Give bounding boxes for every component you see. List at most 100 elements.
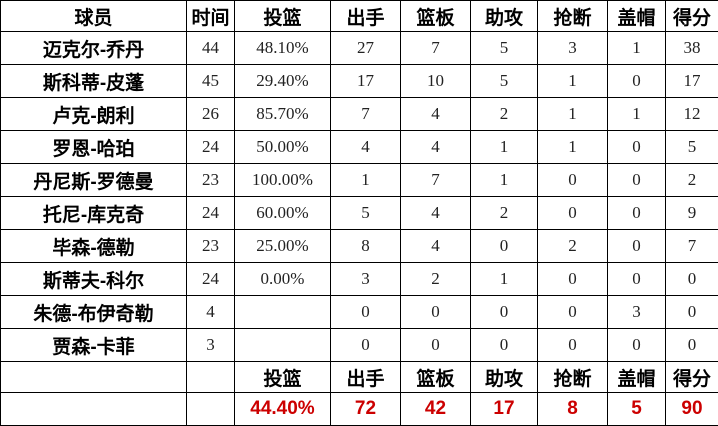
total-fga: 72 <box>331 393 401 426</box>
cell-minutes: 45 <box>187 65 235 98</box>
cell-rebounds: 10 <box>401 65 471 98</box>
cell-fg-pct <box>235 329 331 362</box>
cell-fga: 8 <box>331 230 401 263</box>
cell-rebounds: 4 <box>401 131 471 164</box>
cell-fga: 0 <box>331 296 401 329</box>
cell-fga: 27 <box>331 32 401 65</box>
column-header-minutes: 时间 <box>187 1 235 32</box>
table-footer: 投篮 出手 篮板 助攻 抢断 盖帽 得分 44.40% 72 42 17 8 5… <box>1 362 718 426</box>
cell-points: 0 <box>666 263 718 296</box>
footer-header-row: 投篮 出手 篮板 助攻 抢断 盖帽 得分 <box>1 362 718 393</box>
cell-fg-pct: 25.00% <box>235 230 331 263</box>
cell-player-name: 迈克尔-乔丹 <box>1 32 187 65</box>
cell-points: 17 <box>666 65 718 98</box>
cell-steals: 0 <box>538 329 608 362</box>
cell-player-name: 罗恩-哈珀 <box>1 131 187 164</box>
cell-fg-pct: 50.00% <box>235 131 331 164</box>
cell-player-name: 丹尼斯-罗德曼 <box>1 164 187 197</box>
cell-blocks: 0 <box>608 65 666 98</box>
cell-assists: 1 <box>471 131 538 164</box>
cell-fg-pct <box>235 296 331 329</box>
footer-header-points: 得分 <box>666 362 718 393</box>
footer-header-rebounds: 篮板 <box>401 362 471 393</box>
column-header-blocks: 盖帽 <box>608 1 666 32</box>
footer-header-assists: 助攻 <box>471 362 538 393</box>
cell-minutes: 3 <box>187 329 235 362</box>
footer-header-fga: 出手 <box>331 362 401 393</box>
cell-player-name: 托尼-库克奇 <box>1 197 187 230</box>
column-header-assists: 助攻 <box>471 1 538 32</box>
cell-minutes: 4 <box>187 296 235 329</box>
total-rebounds: 42 <box>401 393 471 426</box>
cell-blocks: 1 <box>608 32 666 65</box>
cell-rebounds: 0 <box>401 329 471 362</box>
cell-rebounds: 0 <box>401 296 471 329</box>
total-points: 90 <box>666 393 718 426</box>
total-blocks: 5 <box>608 393 666 426</box>
column-header-player: 球员 <box>1 1 187 32</box>
cell-assists: 0 <box>471 329 538 362</box>
cell-assists: 2 <box>471 197 538 230</box>
cell-player-name: 斯科蒂-皮蓬 <box>1 65 187 98</box>
cell-rebounds: 2 <box>401 263 471 296</box>
cell-steals: 0 <box>538 296 608 329</box>
cell-points: 12 <box>666 98 718 131</box>
cell-player-name: 贾森-卡菲 <box>1 329 187 362</box>
cell-fga: 0 <box>331 329 401 362</box>
cell-steals: 2 <box>538 230 608 263</box>
cell-player-name: 朱德-布伊奇勒 <box>1 296 187 329</box>
cell-points: 7 <box>666 230 718 263</box>
cell-rebounds: 7 <box>401 32 471 65</box>
cell-points: 0 <box>666 296 718 329</box>
cell-rebounds: 4 <box>401 98 471 131</box>
cell-fg-pct: 48.10% <box>235 32 331 65</box>
cell-blocks: 1 <box>608 98 666 131</box>
cell-fga: 5 <box>331 197 401 230</box>
cell-fg-pct: 85.70% <box>235 98 331 131</box>
column-header-steals: 抢断 <box>538 1 608 32</box>
column-header-fg-pct: 投篮 <box>235 1 331 32</box>
total-fg-pct: 44.40% <box>235 393 331 426</box>
cell-fg-pct: 0.00% <box>235 263 331 296</box>
team-totals-row: 44.40% 72 42 17 8 5 90 <box>1 393 718 426</box>
cell-blocks: 0 <box>608 131 666 164</box>
cell-player-name: 毕森-德勒 <box>1 230 187 263</box>
cell-player-name: 卢克-朗利 <box>1 98 187 131</box>
cell-minutes: 24 <box>187 263 235 296</box>
cell-assists: 0 <box>471 230 538 263</box>
cell-assists: 2 <box>471 98 538 131</box>
footer-header-steals: 抢断 <box>538 362 608 393</box>
cell-points: 5 <box>666 131 718 164</box>
table-header: 球员 时间 投篮 出手 篮板 助攻 抢断 盖帽 得分 <box>1 1 718 32</box>
cell-points: 38 <box>666 32 718 65</box>
cell-blocks: 0 <box>608 329 666 362</box>
cell-fga: 17 <box>331 65 401 98</box>
cell-minutes: 26 <box>187 98 235 131</box>
cell-steals: 1 <box>538 98 608 131</box>
cell-assists: 1 <box>471 263 538 296</box>
cell-assists: 0 <box>471 296 538 329</box>
column-header-points: 得分 <box>666 1 718 32</box>
cell-steals: 3 <box>538 32 608 65</box>
cell-points: 2 <box>666 164 718 197</box>
cell-steals: 0 <box>538 164 608 197</box>
cell-fg-pct: 100.00% <box>235 164 331 197</box>
total-steals: 8 <box>538 393 608 426</box>
cell-fga: 4 <box>331 131 401 164</box>
cell-blocks: 0 <box>608 164 666 197</box>
cell-points: 9 <box>666 197 718 230</box>
column-header-rebounds: 篮板 <box>401 1 471 32</box>
cell-fg-pct: 60.00% <box>235 197 331 230</box>
cell-fga: 1 <box>331 164 401 197</box>
cell-steals: 1 <box>538 65 608 98</box>
